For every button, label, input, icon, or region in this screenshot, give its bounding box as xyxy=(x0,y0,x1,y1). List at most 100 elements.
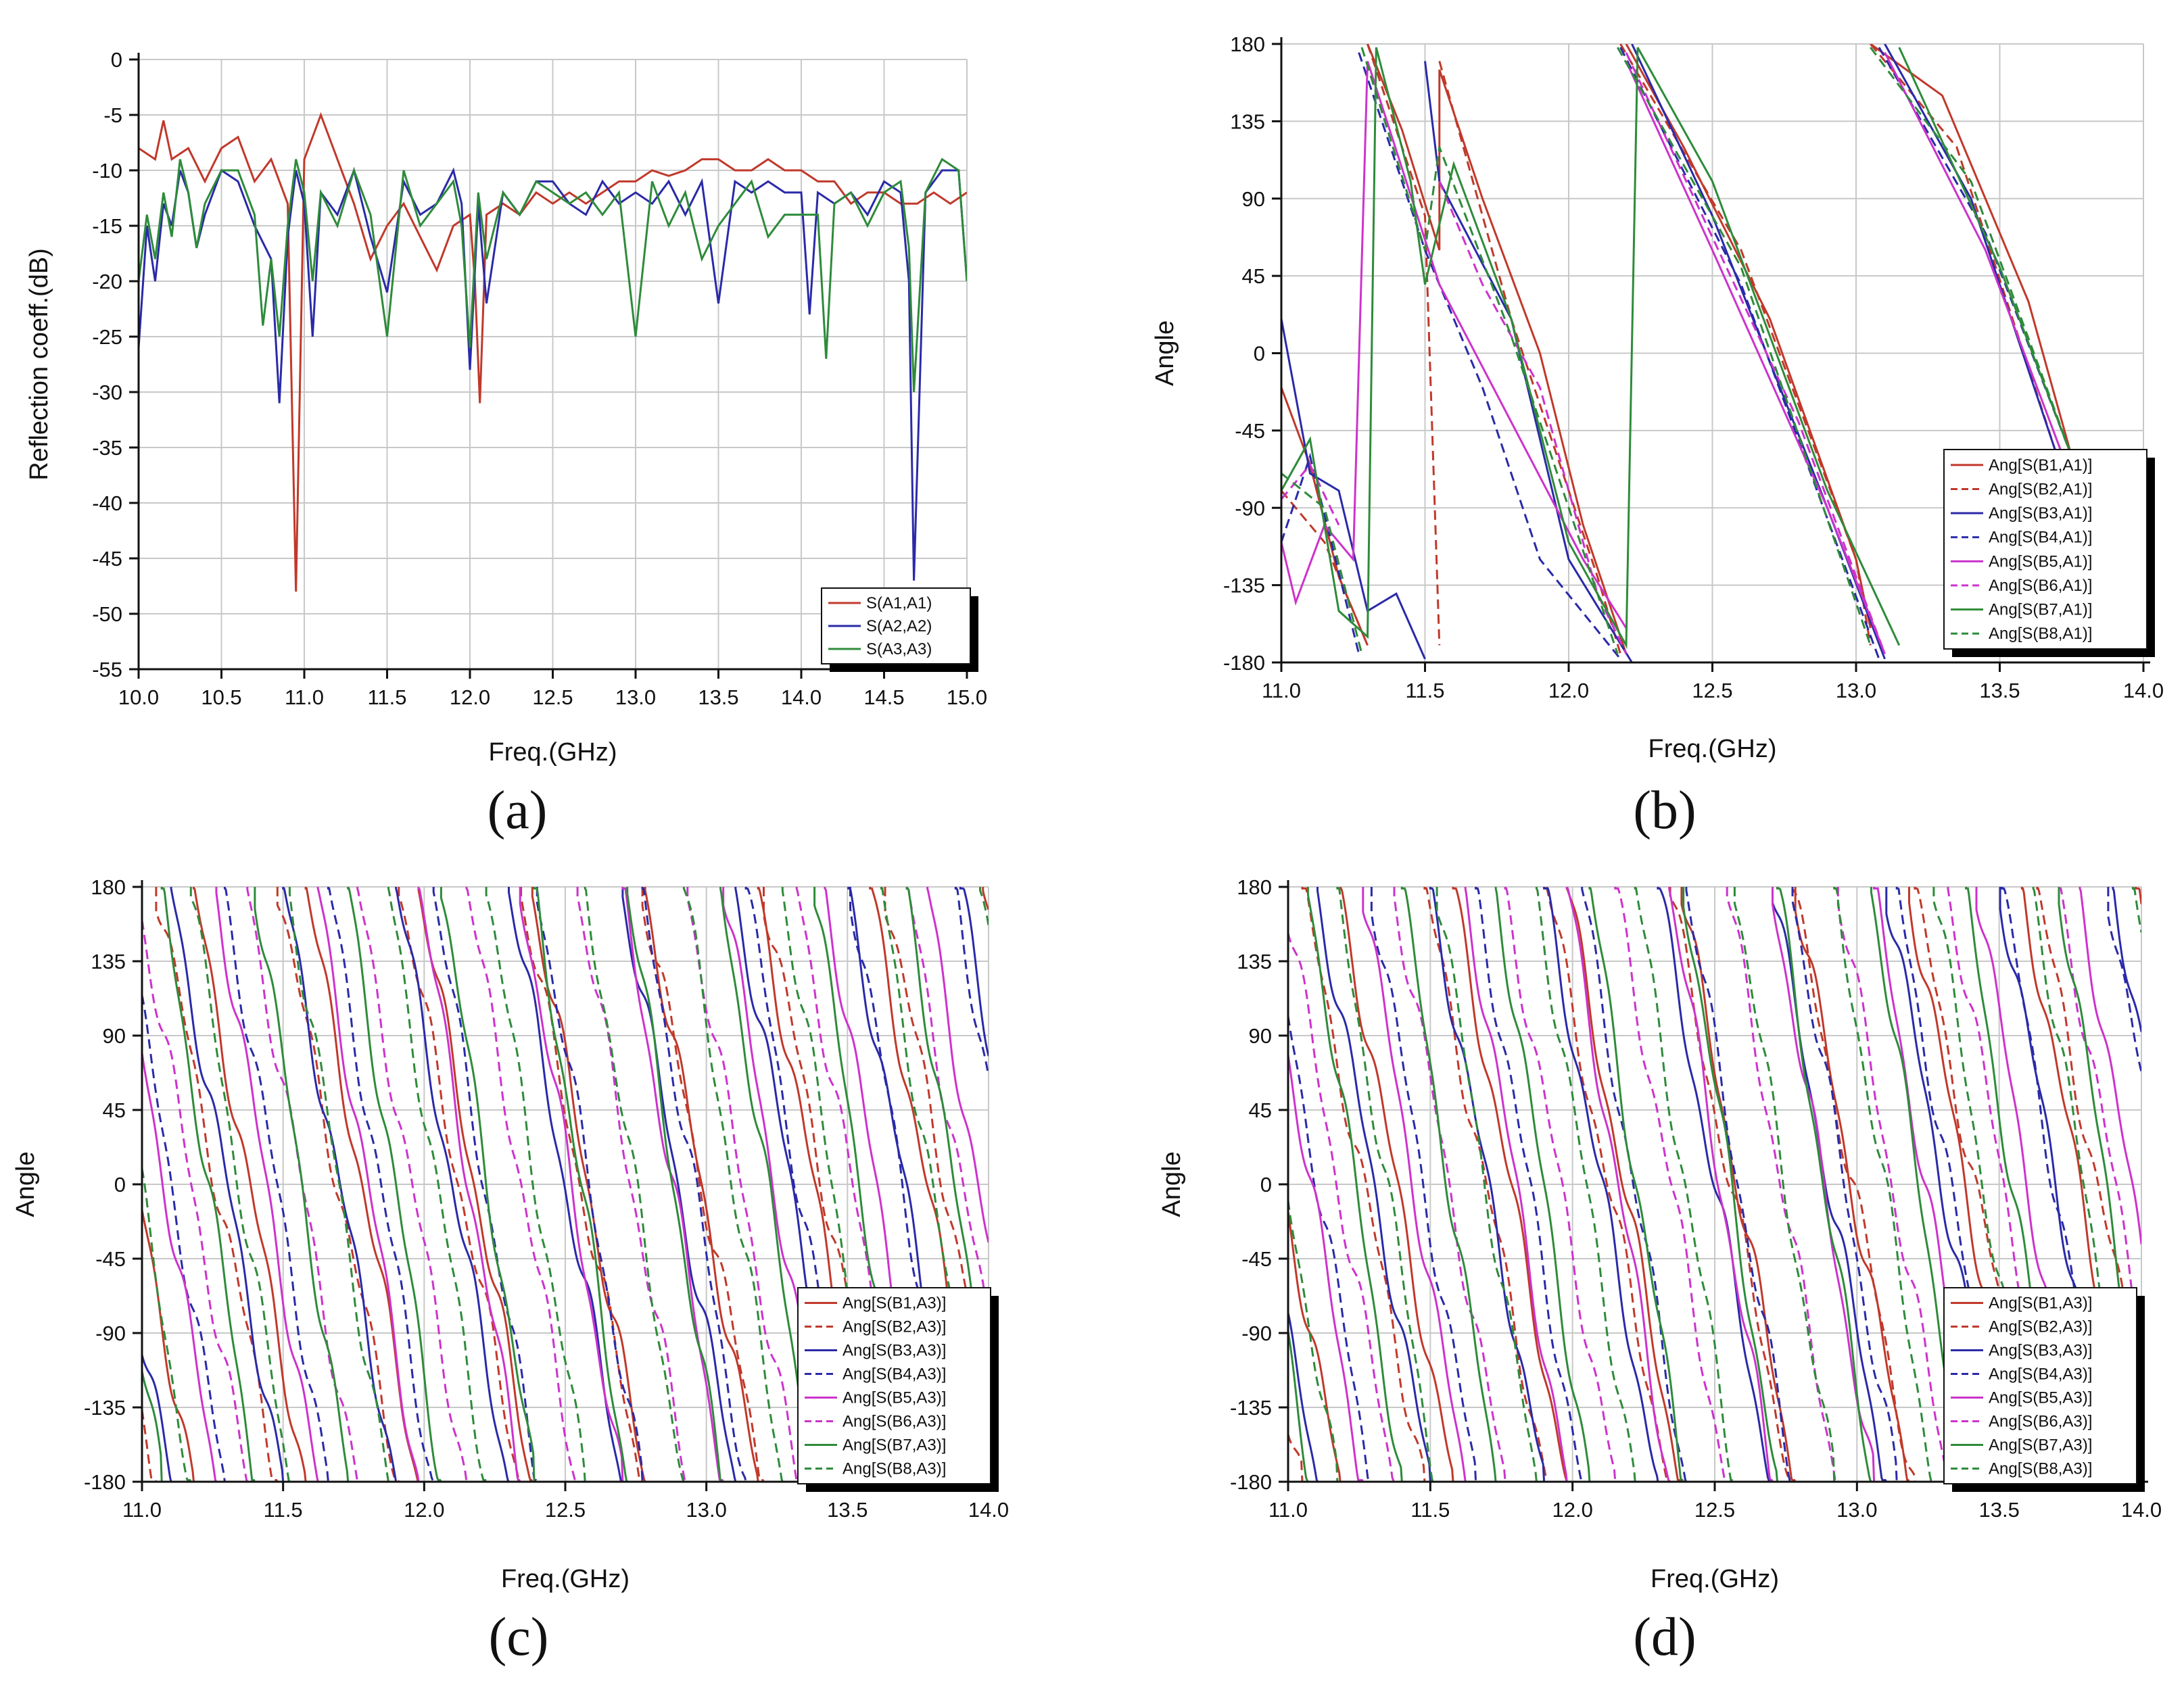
y-tick-label: 180 xyxy=(1237,875,1272,899)
series-line-ang-s-b4-a3- xyxy=(1685,887,1794,1482)
series-line-ang-s-b1-a1- xyxy=(1870,44,2073,457)
legend-box xyxy=(1943,449,2147,650)
series-line-ang-s-b1-a3- xyxy=(193,887,307,1482)
series-line-ang-s-b2-a3- xyxy=(276,887,400,1482)
series-line-ang-s-b3-a3- xyxy=(1429,887,1546,1482)
series-line-ang-s-b2-a1- xyxy=(1367,44,1441,646)
legend-entry: S(A1,A1) xyxy=(866,594,932,612)
series-line-ang-s-b3-a3- xyxy=(1772,887,1888,1482)
series-line-ang-s-b8-a3- xyxy=(189,887,291,1482)
legend-entry: Ang[S(B5,A3)] xyxy=(842,1389,946,1407)
legend-entry: Ang[S(B5,A3)] xyxy=(1989,1389,2092,1407)
series-group xyxy=(1281,44,2073,662)
series-line-ang-s-b7-a3- xyxy=(533,887,629,1482)
legend-entry: Ang[S(B3,A3)] xyxy=(842,1342,946,1360)
series-line-ang-s-b3-a3- xyxy=(1316,887,1431,1482)
y-tick-label: 0 xyxy=(114,1173,126,1196)
series-line-ang-s-b5-a3- xyxy=(519,887,624,1482)
x-tick-label: 12.5 xyxy=(1694,1498,1735,1522)
series-line-ang-s-b6-a3- xyxy=(2058,887,2141,1352)
series-line-ang-s-b3-a3- xyxy=(395,887,510,1482)
x-tick-label: 11.0 xyxy=(122,1498,162,1522)
y-tick-label: 135 xyxy=(1230,110,1265,133)
series-line-ang-s-b2-a3- xyxy=(641,887,765,1482)
y-tick-label: -135 xyxy=(1230,1396,1272,1420)
series-line-ang-s-b4-a3- xyxy=(142,994,226,1482)
legend-entry: Ang[S(B1,A1)] xyxy=(1989,456,2092,475)
panel-caption: (a) xyxy=(488,781,548,840)
series-line-ang-s-b3-a3- xyxy=(621,887,737,1482)
y-tick-label: -5 xyxy=(103,103,122,127)
legend-entry: Ang[S(B7,A3)] xyxy=(842,1436,946,1455)
series-line-ang-s-b8-a3- xyxy=(288,887,389,1482)
series-line-ang-s-b4-a1- xyxy=(1358,52,1621,660)
series-line-ang-s-b1-a3- xyxy=(1288,1211,1342,1482)
series-line-ang-s-b5-a3- xyxy=(926,887,989,1243)
series-line-ang-s-b8-a3- xyxy=(485,887,586,1482)
series-line-ang-s-b7-a3- xyxy=(1588,887,1684,1482)
series-line-ang-s-b3-a3- xyxy=(2112,887,2141,1032)
legend-entry: Ang[S(B2,A3)] xyxy=(1989,1318,2092,1336)
y-tick-label: -135 xyxy=(1223,574,1265,598)
series-line-ang-s-b1-a3- xyxy=(531,887,646,1482)
series-line-ang-s-b4-a3- xyxy=(1581,887,1688,1482)
series-line-ang-s-b7-a3- xyxy=(440,887,536,1482)
x-tick-label: 13.0 xyxy=(1836,679,1876,702)
legend-entry: Ang[S(B6,A1)] xyxy=(1989,577,2092,595)
x-tick-label: 12.0 xyxy=(1552,1498,1592,1522)
series-line-ang-s-b8-a3- xyxy=(584,887,685,1482)
series-line-ang-s-b2-a3- xyxy=(398,887,522,1482)
y-tick-label: -90 xyxy=(1235,496,1265,520)
legend-entry: Ang[S(B3,A3)] xyxy=(1989,1342,2092,1360)
y-tick-label: -180 xyxy=(1230,1470,1272,1494)
series-line-ang-s-b6-a3- xyxy=(1947,887,2060,1482)
series-line-ang-s-b7-a3- xyxy=(347,887,442,1482)
x-tick-label: 13.5 xyxy=(827,1498,868,1522)
series-line-ang-s-b8-a3- xyxy=(142,1168,192,1482)
series-line-ang-s-b8-a3- xyxy=(1435,887,1538,1482)
legend-entry: Ang[S(B8,A3)] xyxy=(1989,1460,2092,1478)
x-tick-label: 10.5 xyxy=(201,685,241,709)
series-line-ang-s-b4-a3- xyxy=(641,887,747,1482)
series-line-ang-s-b4-a3- xyxy=(849,887,957,1482)
x-tick-label: 15.0 xyxy=(947,685,987,709)
x-tick-label: 11.0 xyxy=(1262,679,1301,702)
series-line-ang-s-b6-a1- xyxy=(1281,462,1340,526)
series-line-ang-s-b7-a3- xyxy=(1682,887,1778,1482)
series-line-ang-s-b1-a3- xyxy=(1565,887,1683,1482)
x-tick-label: 13.0 xyxy=(686,1498,726,1522)
series-line-ang-s-b2-a1- xyxy=(1438,60,1621,654)
x-tick-label: 11.5 xyxy=(264,1498,303,1522)
y-axis-label: Angle xyxy=(11,1151,40,1217)
x-tick-label: 14.0 xyxy=(2121,1498,2162,1522)
series-line-ang-s-b2-a3- xyxy=(1423,887,1548,1482)
x-tick-label: 11.5 xyxy=(1405,679,1444,702)
series-line-ang-s-b4-a3- xyxy=(1370,887,1477,1482)
y-tick-label: 45 xyxy=(103,1098,126,1122)
y-tick-label: -135 xyxy=(84,1396,126,1420)
series-line-ang-s-b8-a3- xyxy=(1634,887,1736,1482)
y-tick-label: -20 xyxy=(92,270,122,293)
legend-entry: Ang[S(B8,A3)] xyxy=(842,1460,946,1478)
series-line-ang-s-b6-a1- xyxy=(1625,52,1886,654)
series-line-ang-s-b4-a3- xyxy=(432,887,538,1482)
legend-entry: Ang[S(B1,A3)] xyxy=(1989,1294,2092,1313)
x-tick-label: 13.0 xyxy=(615,685,656,709)
legend: Ang[S(B1,A3)] Ang[S(B2,A3)] Ang[S(B3,A3)] A… xyxy=(797,1287,999,1492)
series-line-ang-s-b6-a3- xyxy=(1726,887,1839,1482)
y-tick-label: -25 xyxy=(92,325,122,349)
series-line-ang-s-b8-a3- xyxy=(1833,887,1935,1482)
series-line-ang-s-b5-a3- xyxy=(1288,1055,1364,1482)
series-group xyxy=(139,112,967,592)
y-tick-label: -35 xyxy=(92,436,122,460)
series-line-ang-s-b4-a3- xyxy=(2107,887,2141,1072)
series-line-ang-s-b1-a1- xyxy=(1367,44,1441,251)
legend-entry: Ang[S(B7,A1)] xyxy=(1989,601,2092,619)
series-line-ang-s-b2-a3- xyxy=(1914,887,2039,1482)
x-axis-label: Freq.(GHz) xyxy=(1648,735,1777,763)
series-line-ang-s-b6-a3- xyxy=(686,887,798,1482)
series-line-ang-s-b5-a3- xyxy=(316,887,420,1482)
x-tick-label: 14.5 xyxy=(863,685,904,709)
series-line-ang-s-b5-a3- xyxy=(621,887,724,1482)
y-tick-label: 45 xyxy=(1249,1098,1272,1122)
